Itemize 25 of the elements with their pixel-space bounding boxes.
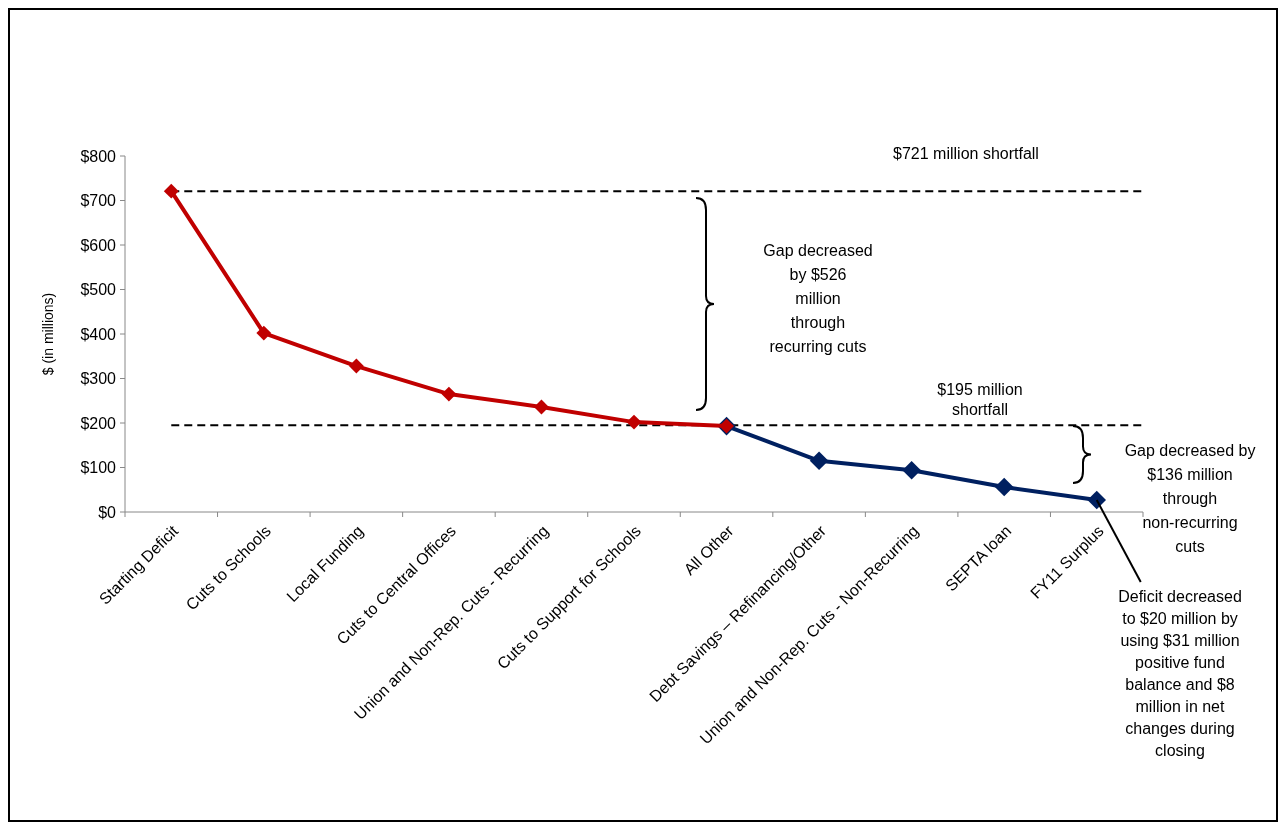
y-tick-label: $400	[80, 325, 117, 343]
point	[626, 414, 642, 430]
y-axis-title: $ (in millions)	[40, 292, 56, 376]
point	[809, 451, 829, 471]
point	[902, 460, 921, 480]
ref-line-label: $721 million shortfall	[893, 145, 1039, 163]
y-tick-label: $500	[80, 281, 117, 299]
point	[994, 477, 1014, 497]
annotation: Gap decreased by $136 million through non-recurring cuts	[1124, 442, 1256, 555]
y-tick-label: $0	[98, 503, 117, 521]
annotation: Gap decreased by $526 million through recurring cuts	[763, 242, 873, 355]
y-tick-label: $100	[80, 459, 117, 477]
y-tick-label: $800	[80, 147, 117, 165]
y-tick-label: $700	[80, 192, 117, 210]
point	[1087, 490, 1107, 510]
ref-line-label: $195 million shortfall	[937, 381, 1023, 419]
point	[441, 386, 457, 402]
point	[163, 183, 179, 199]
y-tick-label: $600	[80, 236, 117, 254]
y-tick-label: $300	[80, 370, 117, 388]
annotation: Deficit decreased to $20 million by using $31 million positive fund balance and $8 million in net changes during closing	[1118, 588, 1242, 759]
y-tick-label: $200	[80, 414, 117, 432]
point	[256, 325, 272, 341]
point	[348, 358, 364, 374]
point	[534, 399, 549, 415]
